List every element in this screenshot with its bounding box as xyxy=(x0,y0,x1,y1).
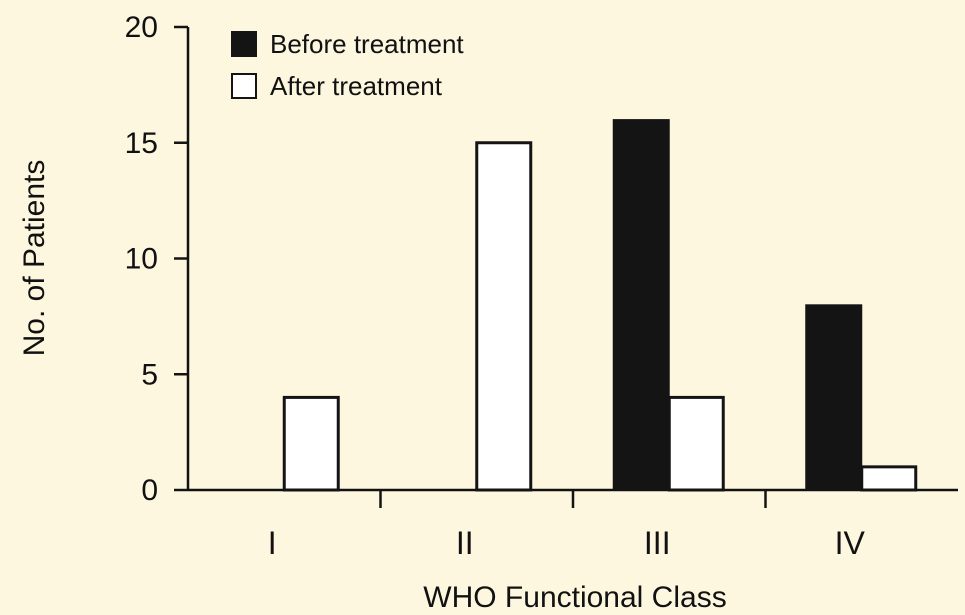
bar-after-treatment xyxy=(475,141,533,492)
legend-label: Before treatment xyxy=(270,29,464,59)
bar-before-treatment xyxy=(612,119,670,491)
y-axis: 0 5 10 15 20 No. of Patients xyxy=(18,11,190,507)
legend: Before treatment After treatment xyxy=(231,29,464,101)
y-tick-label: 0 xyxy=(141,474,158,507)
bar-after-treatment xyxy=(667,395,725,492)
x-tick-label: II xyxy=(456,525,474,561)
bar-before-treatment xyxy=(805,304,863,491)
x-tick-label: IV xyxy=(835,525,866,561)
legend-label: After treatment xyxy=(270,71,443,101)
legend-swatch xyxy=(231,31,257,57)
y-tick-label: 10 xyxy=(125,243,158,276)
legend-swatch xyxy=(231,73,257,99)
x-tick-label: III xyxy=(644,525,671,561)
x-tick-label: I xyxy=(268,525,277,561)
y-tick-label: 5 xyxy=(141,358,158,391)
bar-after-treatment xyxy=(860,465,918,492)
x-axis-title: WHO Functional Class xyxy=(423,581,726,614)
y-tick-label: 20 xyxy=(125,11,158,44)
bar-after-treatment xyxy=(282,395,340,492)
y-axis-title: No. of Patients xyxy=(18,160,51,357)
x-ticks: I II III IV xyxy=(268,490,866,561)
x-axis: I II III IV WHO Functional Class xyxy=(188,488,958,614)
bars xyxy=(282,119,918,492)
y-tick-label: 15 xyxy=(125,127,158,160)
y-ticks: 0 5 10 15 20 xyxy=(125,11,188,507)
